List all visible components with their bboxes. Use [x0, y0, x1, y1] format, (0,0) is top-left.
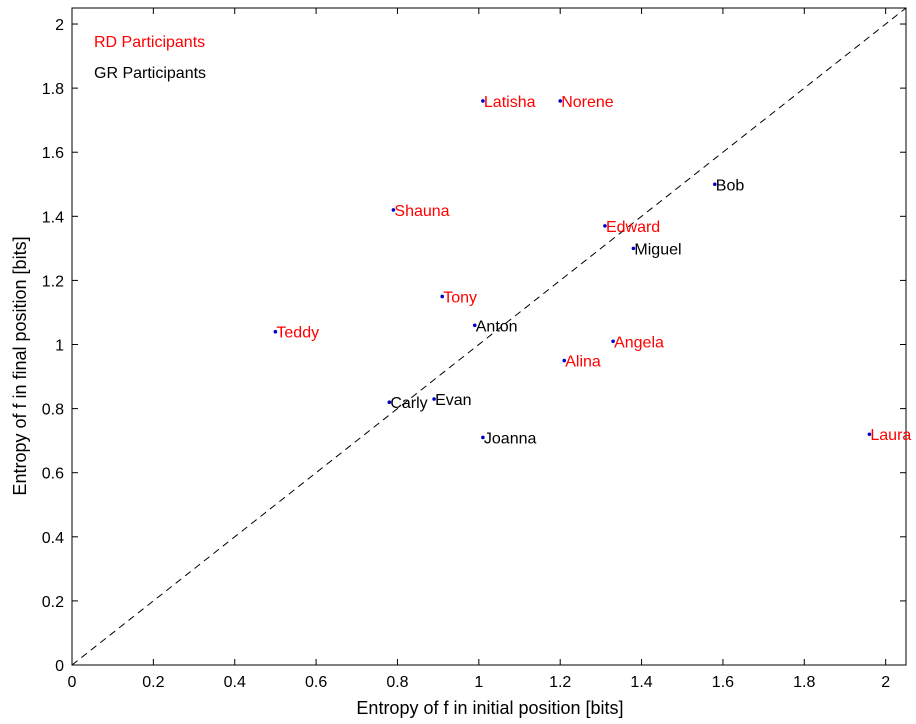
- data-point-label: Anton: [476, 318, 518, 335]
- y-tick-label: 1.2: [42, 273, 64, 290]
- legend-entry: RD Participants: [94, 34, 205, 51]
- x-tick-label: 0.6: [305, 674, 327, 691]
- data-point-label: Carly: [390, 395, 427, 412]
- data-point-label: Laura: [870, 427, 911, 444]
- x-tick-label: 2: [881, 674, 890, 691]
- data-point-label: Alina: [565, 354, 601, 371]
- x-tick-label: 0.2: [142, 674, 164, 691]
- data-point-label: Tony: [443, 289, 477, 306]
- y-tick-label: 1.4: [42, 209, 64, 226]
- x-tick-label: 1.4: [630, 674, 652, 691]
- y-tick-label: 0.4: [42, 530, 64, 547]
- data-point-label: Shauna: [394, 203, 449, 220]
- y-tick-label: 1.6: [42, 145, 64, 162]
- data-point-label: Joanna: [484, 430, 537, 447]
- x-tick-label: 0.8: [386, 674, 408, 691]
- data-point-label: Latisha: [484, 94, 536, 111]
- data-point-label: Teddy: [276, 325, 319, 342]
- x-tick-label: 1: [474, 674, 483, 691]
- y-axis-label: Entropy of f in final position [bits]: [10, 236, 30, 495]
- data-point-label: Miguel: [634, 241, 681, 258]
- y-tick-label: 0.8: [42, 402, 64, 419]
- x-tick-label: 1.6: [712, 674, 734, 691]
- data-point-label: Angela: [614, 334, 664, 351]
- x-tick-label: 1.2: [549, 674, 571, 691]
- y-tick-label: 0.6: [42, 466, 64, 483]
- y-tick-label: 1.8: [42, 81, 64, 98]
- data-point-label: Edward: [606, 219, 660, 236]
- x-axis-label: Entropy of f in initial position [bits]: [356, 698, 623, 718]
- x-tick-label: 0.4: [224, 674, 246, 691]
- x-tick-label: 1.8: [793, 674, 815, 691]
- y-tick-label: 2: [55, 17, 64, 34]
- y-tick-label: 0: [55, 658, 64, 675]
- data-point-label: Bob: [716, 177, 745, 194]
- y-tick-label: 0.2: [42, 594, 64, 611]
- legend-entry: GR Participants: [94, 65, 206, 82]
- y-tick-label: 1: [55, 338, 64, 355]
- x-tick-label: 0: [68, 674, 77, 691]
- data-point-label: Evan: [435, 392, 471, 409]
- data-point-label: Norene: [561, 94, 614, 111]
